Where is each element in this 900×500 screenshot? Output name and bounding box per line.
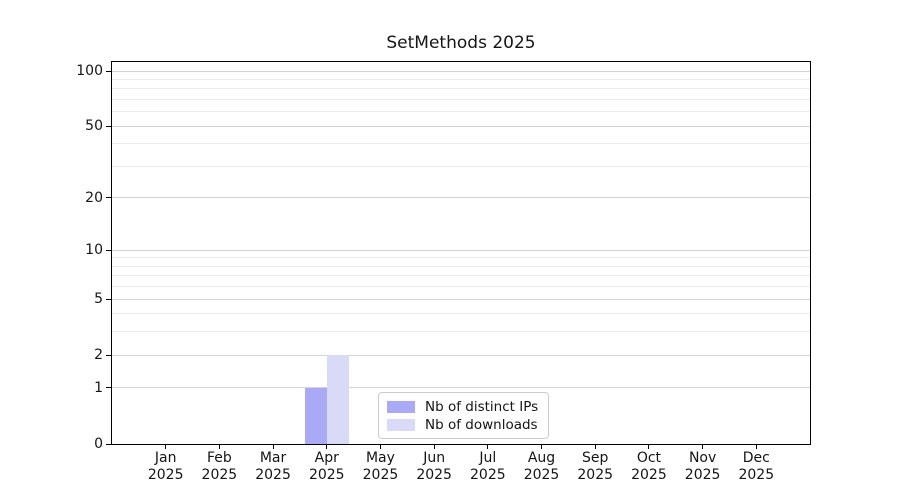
gridline-major [112, 125, 810, 127]
y-axis-tick-label: 5 [94, 291, 103, 308]
x-axis-year: 2025 [416, 467, 452, 483]
x-axis-month: Jun [423, 450, 446, 466]
gridline-minor [112, 286, 810, 288]
gridline-minor [112, 78, 810, 80]
x-axis-tick-label: Dec 2025 [721, 450, 791, 484]
plot-area [111, 61, 811, 445]
x-axis-tick-label: Mar 2025 [238, 450, 308, 484]
x-axis-year: 2025 [684, 467, 721, 483]
x-axis-tick [648, 444, 650, 449]
x-axis-month: Apr [314, 450, 339, 466]
x-axis-tick-label: May 2025 [345, 450, 415, 484]
gridline-major [112, 197, 810, 199]
x-axis-month: Jan [154, 450, 177, 466]
gridline-minor [112, 111, 810, 113]
x-axis-tick-label: Nov 2025 [668, 450, 738, 484]
legend: Nb of distinct IPs Nb of downloads [378, 392, 550, 439]
gridline-minor [112, 143, 810, 145]
legend-label-distinct-ips: Nb of distinct IPs [425, 398, 539, 415]
legend-swatch-downloads [387, 418, 415, 431]
x-axis-tick-label: Sep 2025 [560, 450, 630, 484]
x-axis-year: 2025 [577, 467, 614, 483]
x-axis-tick [433, 444, 435, 449]
y-axis-tick [106, 197, 111, 199]
x-axis-tick [272, 444, 274, 449]
x-axis-month: Dec [742, 450, 770, 466]
x-axis-month: Nov [688, 450, 717, 466]
gridline-minor [112, 265, 810, 267]
x-axis-year: 2025 [147, 467, 184, 483]
x-axis-tick-label: Apr 2025 [292, 450, 362, 484]
legend-item-distinct-ips: Nb of distinct IPs [387, 398, 539, 415]
gridline-minor [112, 99, 810, 101]
y-axis-tick [106, 354, 111, 356]
x-axis-tick [379, 444, 381, 449]
gridline-minor [112, 166, 810, 167]
x-axis-year: 2025 [738, 467, 775, 483]
gridline-minor [112, 331, 810, 333]
x-axis-year: 2025 [362, 467, 399, 483]
x-axis-tick-label: Oct 2025 [614, 450, 684, 484]
chart-title: SetMethods 2025 [386, 33, 536, 53]
y-axis-tick-label: 2 [94, 347, 103, 364]
gridline-major [112, 70, 810, 72]
x-axis-tick [594, 444, 596, 449]
y-axis-tick [106, 249, 111, 251]
y-axis-tick [106, 298, 111, 300]
x-axis-tick [326, 444, 328, 449]
x-axis-tick [487, 444, 489, 449]
gridline-major [112, 387, 810, 389]
gridline-minor [112, 275, 810, 277]
gridline-minor [112, 257, 810, 259]
legend-label-downloads: Nb of downloads [425, 416, 538, 433]
x-axis-tick-label: Jun 2025 [399, 450, 469, 484]
x-axis-year: 2025 [255, 467, 291, 483]
x-axis-tick [702, 444, 704, 449]
gridline-major [112, 249, 810, 251]
bar-distinct-ips [304, 388, 327, 444]
x-axis-year: 2025 [201, 467, 238, 483]
y-axis-tick-label: 100 [76, 63, 103, 80]
y-axis-tick [106, 443, 111, 445]
x-axis-month: Oct [636, 450, 662, 466]
x-axis-month: Mar [259, 450, 287, 466]
gridline-major [112, 298, 810, 300]
x-axis-month: Feb [206, 450, 232, 466]
x-axis-tick [218, 444, 220, 449]
y-axis-tick-label: 0 [94, 436, 103, 452]
x-axis-month: Sep [582, 450, 609, 466]
x-axis-month: Aug [527, 450, 556, 466]
x-axis-tick-label: Jul 2025 [453, 450, 523, 484]
y-axis-tick [106, 387, 111, 389]
x-axis-tick [541, 444, 543, 449]
y-axis-tick-label: 10 [85, 242, 103, 259]
y-axis-tick-label: 1 [94, 379, 103, 396]
x-axis-tick-label: Aug 2025 [507, 450, 577, 484]
bar-downloads [326, 355, 349, 444]
x-axis-year: 2025 [308, 467, 345, 483]
x-axis-month: May [365, 450, 395, 466]
legend-item-downloads: Nb of downloads [387, 416, 538, 433]
x-axis-year: 2025 [470, 467, 506, 483]
x-axis-month: Jul [479, 450, 497, 466]
y-axis-tick-label: 50 [85, 118, 103, 135]
gridline-major [112, 354, 810, 356]
x-axis-year: 2025 [631, 467, 667, 483]
x-axis-tick-label: Feb 2025 [184, 450, 254, 484]
y-axis-tick [106, 70, 111, 72]
y-axis-tick [106, 125, 111, 127]
gridline-minor [112, 313, 810, 315]
gridline-minor [112, 88, 810, 90]
x-axis-year: 2025 [523, 467, 560, 483]
x-axis-tick [755, 444, 757, 449]
x-axis-tick-label: Jan 2025 [131, 450, 201, 484]
legend-swatch-distinct-ips [387, 400, 415, 413]
x-axis-tick [165, 444, 167, 449]
y-axis-tick-label: 20 [85, 189, 103, 206]
